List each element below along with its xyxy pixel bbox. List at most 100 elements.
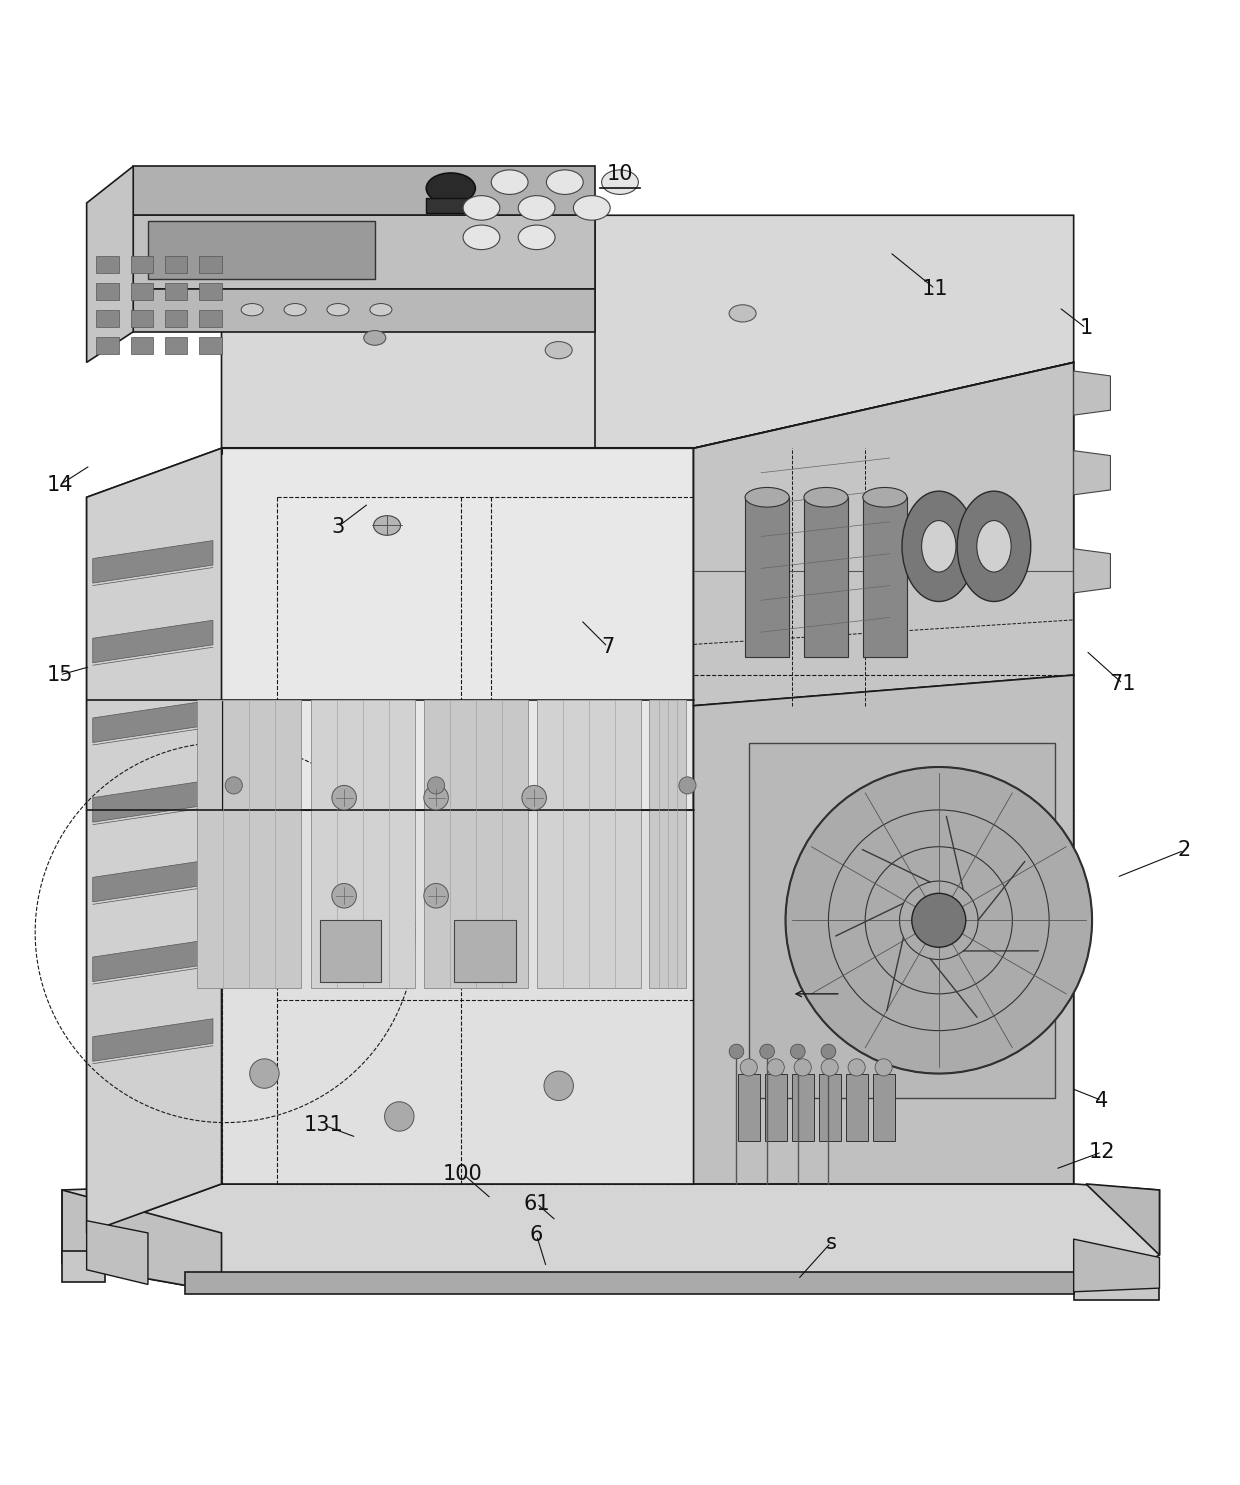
Ellipse shape (745, 487, 789, 506)
Ellipse shape (284, 303, 306, 316)
Text: 61: 61 (523, 1194, 549, 1213)
Circle shape (332, 884, 356, 907)
Circle shape (424, 884, 449, 907)
Polygon shape (222, 809, 693, 1184)
Bar (455, 921, 516, 982)
Ellipse shape (601, 169, 639, 195)
Polygon shape (185, 1273, 1074, 1295)
Ellipse shape (977, 521, 1011, 572)
Bar (818, 1074, 841, 1140)
Polygon shape (62, 1252, 105, 1282)
Circle shape (760, 1044, 775, 1059)
Text: 7: 7 (601, 637, 614, 656)
Ellipse shape (518, 196, 556, 220)
Circle shape (785, 768, 1092, 1074)
Circle shape (678, 777, 696, 794)
Bar (200, 255, 222, 273)
Circle shape (522, 786, 547, 809)
Text: 71: 71 (1110, 674, 1136, 693)
Ellipse shape (547, 169, 583, 195)
Bar (165, 310, 187, 327)
Polygon shape (93, 780, 213, 823)
Ellipse shape (427, 172, 475, 203)
Polygon shape (863, 497, 906, 656)
Polygon shape (1074, 450, 1111, 495)
Polygon shape (427, 198, 475, 212)
Polygon shape (62, 1184, 1159, 1292)
Circle shape (911, 894, 966, 947)
Ellipse shape (921, 521, 956, 572)
Ellipse shape (363, 331, 386, 345)
Polygon shape (133, 215, 595, 290)
Polygon shape (1074, 371, 1111, 416)
Circle shape (768, 1059, 784, 1077)
Circle shape (544, 1071, 573, 1100)
Polygon shape (804, 497, 848, 656)
Text: 6: 6 (529, 1225, 543, 1246)
Bar (200, 310, 222, 327)
Bar (791, 1074, 813, 1140)
Ellipse shape (327, 303, 348, 316)
Bar (130, 337, 153, 353)
Polygon shape (87, 166, 133, 362)
Ellipse shape (573, 196, 610, 220)
Bar (165, 337, 187, 353)
Text: 131: 131 (304, 1115, 343, 1135)
Text: 4: 4 (1095, 1090, 1109, 1111)
Bar (97, 282, 119, 300)
Bar (200, 337, 222, 353)
Polygon shape (87, 448, 693, 1233)
Polygon shape (93, 860, 213, 901)
Polygon shape (93, 541, 213, 584)
Polygon shape (745, 497, 789, 656)
Text: 1: 1 (1079, 318, 1092, 339)
Bar (165, 255, 187, 273)
Polygon shape (222, 215, 1074, 448)
Circle shape (428, 777, 445, 794)
Bar (130, 310, 153, 327)
Polygon shape (62, 1189, 222, 1292)
Bar (765, 1074, 786, 1140)
Polygon shape (197, 699, 301, 988)
Bar (846, 1074, 868, 1140)
Ellipse shape (901, 492, 976, 601)
Circle shape (729, 1044, 744, 1059)
Polygon shape (87, 448, 222, 1233)
Ellipse shape (957, 492, 1030, 601)
Polygon shape (693, 362, 1074, 1184)
Bar (738, 1074, 760, 1140)
Ellipse shape (463, 196, 500, 220)
Text: 100: 100 (443, 1164, 482, 1184)
Polygon shape (87, 1221, 148, 1285)
Polygon shape (650, 699, 686, 988)
Polygon shape (133, 166, 595, 215)
Polygon shape (1074, 549, 1111, 593)
Circle shape (384, 1102, 414, 1132)
Bar (873, 1074, 894, 1140)
Polygon shape (148, 221, 374, 279)
Circle shape (332, 786, 356, 809)
Circle shape (424, 786, 449, 809)
Polygon shape (311, 699, 415, 988)
Ellipse shape (370, 303, 392, 316)
Polygon shape (133, 290, 595, 331)
Text: s: s (826, 1233, 836, 1253)
Circle shape (790, 1044, 805, 1059)
Circle shape (226, 777, 242, 794)
Bar (320, 921, 381, 982)
Polygon shape (1074, 1270, 1159, 1301)
Circle shape (821, 1044, 836, 1059)
Bar (130, 282, 153, 300)
Bar (97, 255, 119, 273)
Bar (97, 310, 119, 327)
Polygon shape (693, 676, 1074, 1184)
Polygon shape (693, 362, 1074, 705)
Circle shape (848, 1059, 866, 1077)
Bar (165, 282, 187, 300)
Ellipse shape (863, 487, 906, 506)
Ellipse shape (241, 303, 263, 316)
Ellipse shape (491, 169, 528, 195)
Circle shape (821, 1059, 838, 1077)
Text: 15: 15 (46, 665, 73, 685)
Text: 12: 12 (1089, 1142, 1115, 1163)
